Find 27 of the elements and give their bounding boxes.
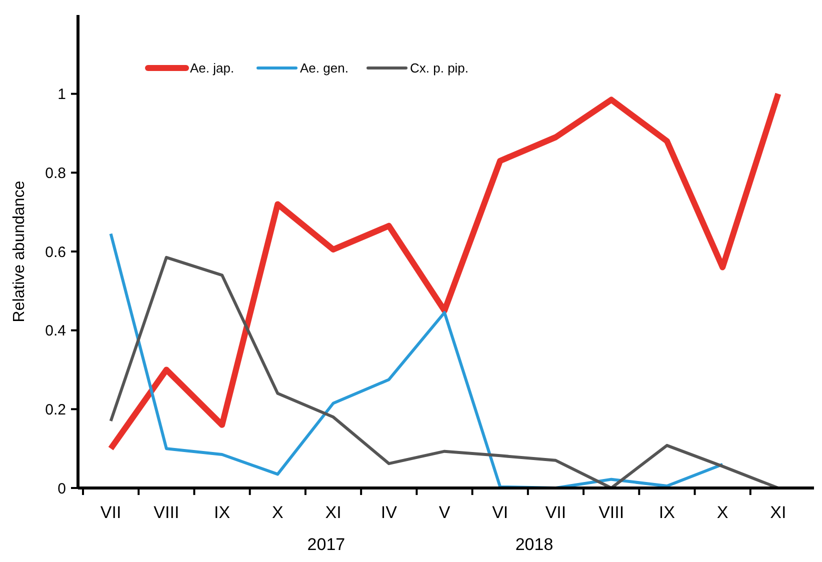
legend-label: Ae. jap.: [190, 60, 234, 76]
x-tick-label: IV: [380, 503, 398, 522]
y-tick-label: 0: [58, 480, 66, 498]
x-tick-label: IX: [214, 503, 230, 522]
text: 2018: [515, 535, 554, 554]
y-tick-label: 0.6: [45, 244, 66, 261]
x-tick-label: IX: [658, 503, 675, 522]
x-tick-label: XI: [770, 503, 786, 522]
y-tick-label: 0.4: [45, 322, 66, 340]
line-series: [109, 256, 780, 490]
x-tick-label: VII: [545, 503, 566, 522]
y-tick-label: 0.2: [45, 401, 66, 418]
y-axis-title: Relative abundance: [11, 180, 28, 322]
legend-label: Ae. gen.: [300, 60, 348, 76]
y-tick-label: 1: [58, 86, 66, 104]
x-tick-label: VII: [100, 503, 122, 522]
x-tick-label: VIII: [598, 503, 624, 522]
text: 2017: [307, 535, 346, 554]
line-series: [109, 232, 724, 490]
x-tick-label: XI: [325, 503, 342, 522]
x-tick-label: V: [438, 503, 451, 522]
y-tick-label: 0.8: [45, 164, 66, 182]
x-tick-label: VIII: [154, 503, 180, 522]
legend-label: Cx. p. pip.: [410, 60, 469, 76]
x-tick-label: VI: [492, 503, 508, 522]
x-tick-label: X: [716, 503, 728, 522]
x-tick-label: X: [272, 503, 284, 522]
